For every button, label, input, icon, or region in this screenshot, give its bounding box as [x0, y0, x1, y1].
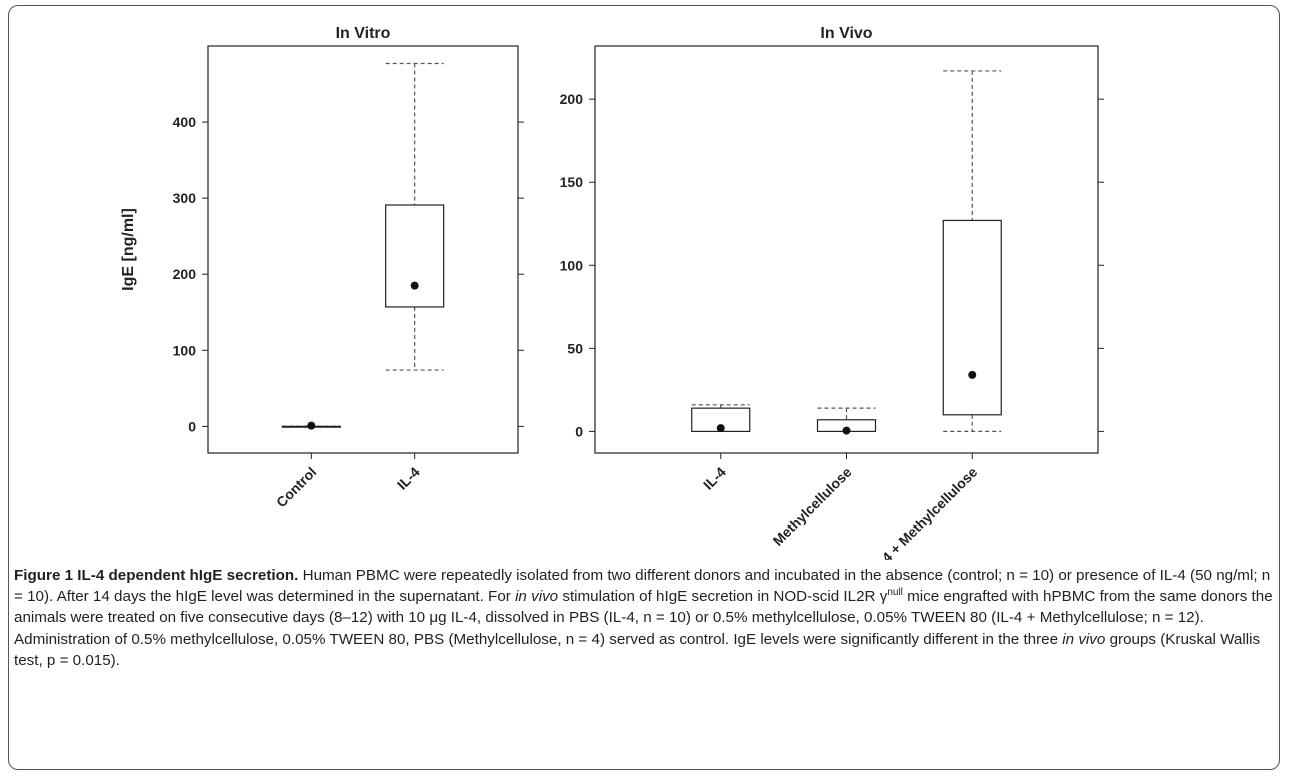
y-tick-label: 200: [173, 266, 197, 282]
figure-caption: Figure 1 IL-4 dependent hIgE secretion. …: [14, 565, 1274, 671]
caption-title: Figure 1 IL-4 dependent hIgE secretion.: [14, 567, 299, 584]
chart-title: In Vitro: [336, 25, 391, 42]
caption-text-3: mice engrafted with hPBMC from the same …: [14, 588, 1273, 648]
chart-title: In Vivo: [820, 25, 872, 42]
x-tick-label: IL-4 + Methylcellulose: [866, 464, 980, 560]
x-tick-label: IL-4: [394, 464, 423, 493]
x-tick-label: Control: [273, 464, 320, 511]
y-tick-label: 100: [173, 342, 197, 358]
mean-point: [307, 421, 316, 430]
caption-em-2: in vivo: [1062, 630, 1106, 648]
x-tick-label: Methylcellulose: [770, 464, 855, 549]
y-tick-label: 50: [567, 340, 583, 356]
box-plots: In Vitro 0 100 200 300 400 IgE [ng/ml] Control I…: [120, 25, 1104, 560]
y-tick-label: 0: [575, 423, 583, 439]
y-tick-label: 300: [173, 190, 197, 206]
x-tick-label: IL-4: [700, 464, 729, 493]
mean-point: [410, 281, 419, 290]
caption-text-4: groups (Kruskal Wallis test, p = 0.015).: [14, 630, 1261, 669]
caption-text-2: stimulation of hIgE secretion in NOD-sci…: [558, 588, 888, 606]
y-tick-label: 200: [560, 91, 584, 107]
y-tick-label: 150: [560, 174, 584, 190]
plot-frame-0: [207, 45, 519, 454]
caption-text-1: Human PBMC were repeatedly isolated from…: [14, 567, 1271, 606]
y-tick-label: 100: [560, 257, 584, 273]
box-iqr: [385, 204, 445, 308]
mean-point: [716, 424, 725, 433]
figure-frame: [8, 5, 1280, 770]
y-tick-label: 400: [173, 114, 197, 130]
y-tick-label: 0: [188, 418, 196, 434]
caption-superscript: null: [887, 587, 903, 599]
mean-point: [968, 370, 977, 379]
mean-point: [842, 426, 851, 435]
plot-frame-1: [594, 45, 1099, 454]
box-iqr: [942, 219, 1002, 416]
y-axis-label: IgE [ng/ml]: [120, 208, 137, 291]
caption-em-1: in vivo: [515, 588, 559, 606]
